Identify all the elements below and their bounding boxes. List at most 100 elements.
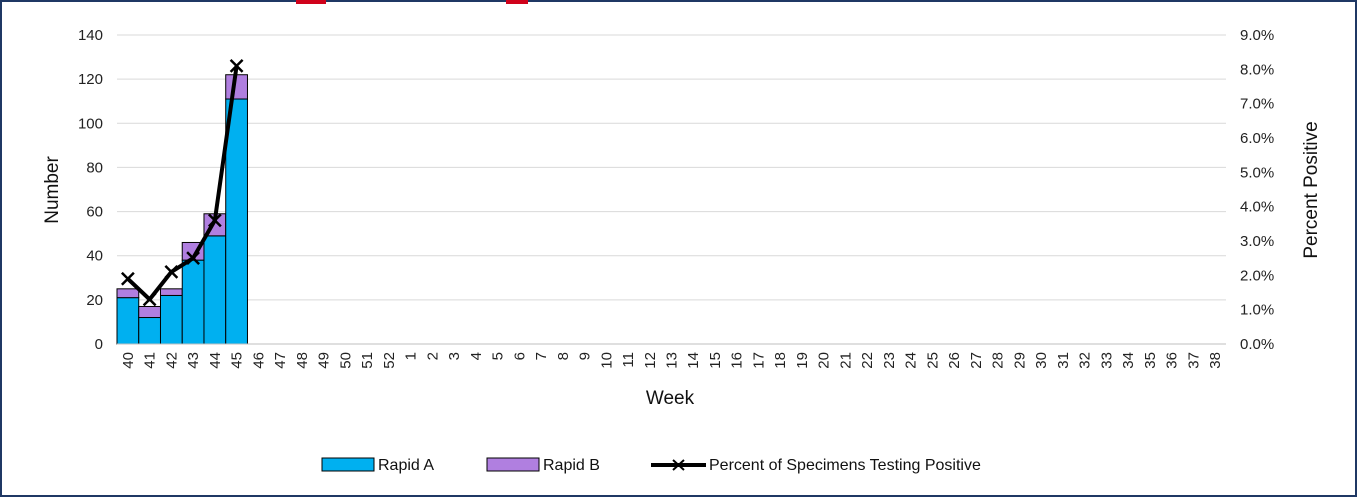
x-tick-label: 22	[859, 352, 876, 369]
x-tick-label: 24	[903, 352, 920, 369]
legend-swatch-rapid-b	[486, 457, 540, 472]
gridlines	[117, 34, 1226, 301]
y-axis-title: Number	[42, 156, 63, 224]
x-tick-label: 12	[642, 352, 659, 369]
bar-rapid-a	[116, 297, 140, 345]
x-tick-label: 26	[946, 352, 963, 369]
x-tick-label: 10	[598, 352, 615, 369]
bar-rapid-a	[181, 259, 205, 345]
x-tick-label: 42	[163, 352, 180, 369]
bar-rapid-a	[225, 98, 248, 345]
x-axis-title: Week	[646, 388, 695, 409]
x-tick-label: 3	[446, 352, 463, 360]
y-tick-label: 40	[86, 248, 103, 265]
y2-tick-label: 1.0%	[1240, 302, 1274, 319]
bar-rapid-a	[159, 294, 183, 345]
cropped-title	[296, 0, 528, 4]
legend-item-rapid-b: Rapid B	[486, 457, 600, 474]
x-tick-label: 43	[185, 352, 202, 369]
x-tick-label: 14	[685, 352, 702, 369]
bar-rapid-b	[138, 305, 161, 319]
bar-rapid-a	[203, 235, 227, 345]
x-tick-label: 9	[577, 352, 594, 360]
y2-tick-label: 4.0%	[1240, 199, 1274, 216]
x-tick-label: 51	[359, 352, 376, 369]
left-axis-ticks: 0 20 40 60 80 100 120 140	[78, 27, 103, 353]
x-tick-label: 19	[794, 352, 811, 369]
y2-tick-label: 9.0%	[1240, 27, 1274, 44]
x-tick-label: 11	[620, 352, 637, 368]
x-tick-label: 50	[337, 352, 354, 369]
x-tick-label: 23	[881, 352, 898, 369]
legend-label-percent: Percent of Specimens Testing Positive	[709, 457, 981, 474]
x-tick-label: 5	[490, 352, 507, 360]
y2-tick-label: 3.0%	[1240, 233, 1274, 250]
x-tick-label: 29	[1011, 352, 1028, 369]
x-tick-label: 46	[250, 352, 267, 369]
x-tick-label: 48	[294, 352, 311, 369]
legend-label-rapid-a: Rapid A	[378, 457, 434, 474]
legend-label-rapid-b: Rapid B	[543, 457, 600, 474]
y2-tick-label: 5.0%	[1240, 164, 1274, 181]
line-series	[120, 59, 244, 307]
bar-rapid-b	[159, 288, 183, 296]
x-tick-label: 35	[1142, 352, 1159, 369]
x-tick-label: 30	[1033, 352, 1050, 369]
x-tick-label: 7	[533, 352, 550, 360]
x-tick-label: 45	[229, 352, 246, 369]
x-tick-label: 8	[555, 352, 572, 360]
x-tick-label: 25	[924, 352, 941, 369]
x-tick-label: 49	[316, 352, 333, 369]
x-tick-label: 31	[1055, 352, 1072, 369]
x-tick-label: 40	[120, 352, 137, 369]
x-tick-label: 32	[1077, 352, 1094, 369]
y2-tick-label: 0.0%	[1240, 336, 1274, 353]
x-tick-label: 41	[142, 352, 159, 369]
bar-rapid-b	[116, 288, 140, 299]
y2-axis-title: Percent Positive	[1301, 121, 1322, 258]
x-tick-label: 36	[1164, 352, 1181, 369]
x-tick-label: 20	[816, 352, 833, 369]
x-tick-label: 38	[1207, 352, 1224, 369]
y-tick-label: 0	[95, 336, 103, 353]
y-tick-label: 100	[78, 115, 103, 132]
x-tick-label: 21	[837, 352, 854, 369]
y-tick-label: 120	[78, 71, 103, 88]
x-tick-label: 15	[707, 352, 724, 369]
x-axis-ticks: 40 41 42 43 44 45 46 47 48 49 50 51 52 1 2 3 4 5 6 7 8 9 10 11 1…	[120, 352, 1224, 369]
percent-marker	[186, 251, 200, 266]
y-tick-label: 80	[86, 159, 103, 176]
y2-tick-label: 6.0%	[1240, 130, 1274, 147]
y2-tick-label: 7.0%	[1240, 96, 1274, 113]
y-tick-label: 60	[86, 204, 103, 221]
percent-marker	[120, 271, 135, 286]
percent-marker	[229, 59, 244, 73]
percent-marker	[207, 213, 222, 228]
legend-marker-percent	[672, 459, 685, 471]
x-tick-label: 27	[968, 352, 985, 369]
y2-tick-label: 2.0%	[1240, 267, 1274, 284]
x-tick-label: 4	[468, 352, 485, 360]
x-tick-label: 52	[381, 352, 398, 369]
x-tick-label: 28	[990, 352, 1007, 369]
x-tick-label: 13	[664, 352, 681, 369]
x-tick-label: 1	[403, 352, 420, 360]
y2-tick-label: 8.0%	[1240, 61, 1274, 78]
bar-series	[116, 74, 248, 345]
percent-marker	[142, 292, 157, 307]
x-tick-label: 16	[729, 352, 746, 369]
legend-swatch-rapid-a	[321, 457, 375, 472]
right-axis-ticks: 0.0% 1.0% 2.0% 3.0% 4.0% 5.0% 6.0% 7.0% 8.0% 9.0%	[1240, 27, 1274, 353]
x-tick-label: 34	[1120, 352, 1137, 369]
legend-item-rapid-a: Rapid A	[321, 457, 434, 474]
legend-item-percent: Percent of Specimens Testing Positive	[651, 457, 981, 474]
x-tick-label: 2	[424, 352, 441, 360]
x-tick-label: 6	[511, 352, 528, 360]
y-tick-label: 140	[78, 27, 103, 44]
percent-marker	[164, 265, 179, 279]
x-tick-label: 47	[272, 352, 289, 369]
legend: Rapid A Rapid B Percent of Specimens Tes…	[321, 457, 981, 474]
y-tick-label: 20	[86, 292, 103, 309]
x-tick-label: 37	[1185, 352, 1202, 369]
